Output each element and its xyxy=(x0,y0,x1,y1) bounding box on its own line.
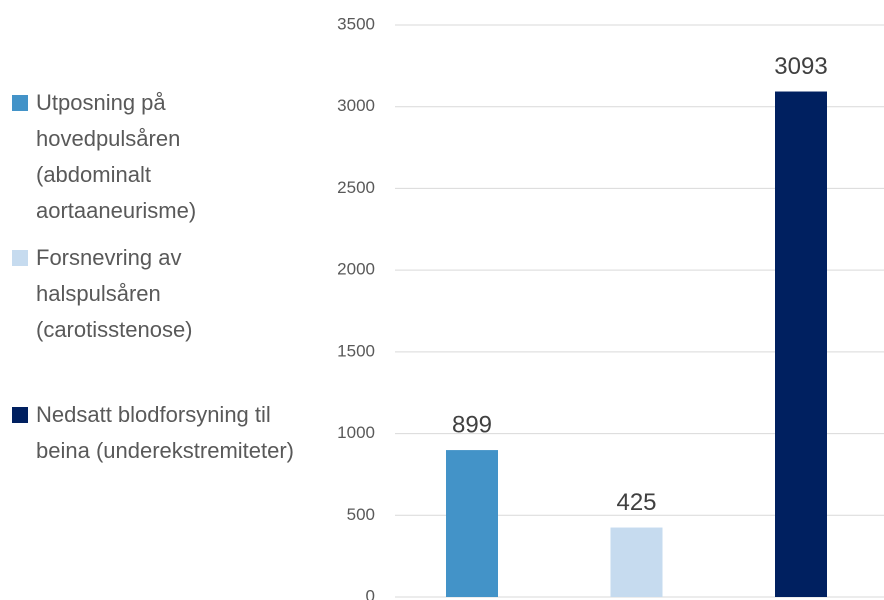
y-tick-label: 2000 xyxy=(337,260,375,279)
y-tick-label: 3000 xyxy=(337,96,375,115)
legend-swatch xyxy=(12,250,28,266)
data-label: 3093 xyxy=(774,53,827,80)
legend-swatch xyxy=(12,407,28,423)
legend-swatch xyxy=(12,95,28,111)
bar xyxy=(775,91,827,597)
legend-item: Nedsatt blodforsyning til beina (underek… xyxy=(12,397,297,469)
y-tick-label: 500 xyxy=(347,505,375,524)
data-label: 899 xyxy=(452,411,492,438)
bar xyxy=(446,450,498,597)
legend-item: Utposning på hovedpulsåren (abdominalt a… xyxy=(12,85,297,229)
legend-item: Forsnevring av halspulsåren (carotissten… xyxy=(12,240,297,348)
legend-label: Forsnevring av halspulsåren (carotissten… xyxy=(36,245,193,342)
y-tick-label: 0 xyxy=(366,586,375,600)
legend-label: Nedsatt blodforsyning til beina (underek… xyxy=(36,402,295,463)
bar xyxy=(610,527,663,597)
y-tick-label: 2500 xyxy=(337,178,375,197)
legend-label: Utposning på hovedpulsåren (abdominalt a… xyxy=(36,90,197,223)
y-tick-label: 1500 xyxy=(337,341,375,360)
y-tick-label: 3500 xyxy=(337,14,375,33)
data-label: 425 xyxy=(616,489,656,516)
y-tick-label: 1000 xyxy=(337,423,375,442)
